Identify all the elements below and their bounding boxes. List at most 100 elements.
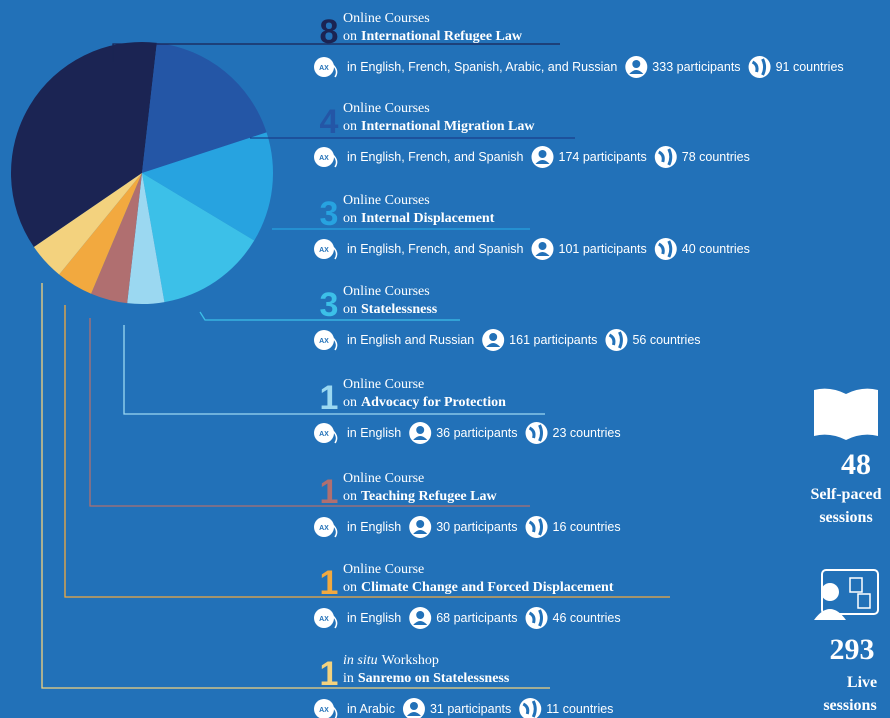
globe-land xyxy=(751,58,767,76)
pie-slice xyxy=(33,173,142,275)
language-icon xyxy=(314,147,334,167)
course-topic: International Refugee Law xyxy=(361,29,523,44)
icon-label: AX xyxy=(319,616,329,623)
participants: 101 participants xyxy=(559,242,647,256)
course-topic: Climate Change and Forced Displacement xyxy=(361,580,614,595)
course-prefix: on xyxy=(343,395,357,410)
stat-label: Self-paced xyxy=(810,486,881,503)
leader-line xyxy=(112,43,560,62)
language-icon xyxy=(314,517,334,537)
course-topic: Advocacy for Protection xyxy=(361,395,506,410)
course-prefix: on xyxy=(343,119,357,134)
course-prefix: on xyxy=(343,489,357,504)
course-count: 1 xyxy=(320,379,339,417)
languages: in English and Russian xyxy=(347,333,474,347)
language-icon xyxy=(314,239,334,259)
participant-body xyxy=(413,436,428,440)
participant-body xyxy=(535,160,550,164)
participant-head xyxy=(538,150,547,158)
language-icon-tail xyxy=(332,524,338,538)
participant-body xyxy=(535,252,550,256)
pie-slice xyxy=(11,41,157,248)
participant-head xyxy=(409,702,418,710)
stat-number: 48 xyxy=(841,448,871,481)
course-topic: International Migration Law xyxy=(361,119,535,134)
icon-label: AX xyxy=(319,431,329,438)
leader-line xyxy=(64,305,670,598)
countries: 91 countries xyxy=(776,60,844,74)
participant-head xyxy=(489,333,498,341)
language-icon xyxy=(314,423,334,443)
course-row: 1 Online Course on Climate Change and Force… xyxy=(314,562,621,629)
language-icon-tail xyxy=(332,246,338,260)
globe-icon xyxy=(654,146,677,168)
stat-label: sessions xyxy=(823,697,876,714)
course-count: 8 xyxy=(320,13,339,51)
participants: 31 participants xyxy=(430,702,511,716)
pie xyxy=(11,41,273,304)
course-topic: Teaching Refugee Law xyxy=(361,489,497,504)
globe-land xyxy=(528,518,544,536)
course-topic: Internal Displacement xyxy=(361,211,495,226)
globe-icon xyxy=(525,422,548,444)
pie-slice xyxy=(59,173,142,294)
participant-head xyxy=(416,520,425,528)
course-unit: in situ Workshop xyxy=(343,653,439,668)
leader-lines xyxy=(41,43,670,689)
participant-body xyxy=(413,621,428,625)
language-icon xyxy=(314,57,334,77)
course-unit: Online Courses xyxy=(343,193,430,208)
icon-label: AX xyxy=(319,707,329,714)
participant-head xyxy=(538,242,547,250)
participant-head xyxy=(632,60,641,68)
course-unit: Online Courses xyxy=(343,11,430,26)
countries: 23 countries xyxy=(553,426,621,440)
countries: 11 countries xyxy=(546,702,613,716)
pie-slice xyxy=(127,173,165,304)
course-row: 1 Online Course on Teaching Refugee Law AX in… xyxy=(314,471,621,538)
globe-land xyxy=(658,148,673,166)
language-icon-tail xyxy=(332,154,338,168)
globe-icon xyxy=(605,329,628,351)
icon-label: AX xyxy=(319,525,329,532)
language-icon xyxy=(314,608,334,628)
leader-line xyxy=(41,283,550,689)
globe-land xyxy=(528,609,544,627)
course-unit: Online Courses xyxy=(343,101,430,116)
book-icon xyxy=(814,388,878,440)
globe-land xyxy=(528,424,544,442)
language-icon-tail xyxy=(332,64,338,78)
course-row: 1 Online Course on Advocacy for Protection A… xyxy=(314,377,621,444)
stat-number: 293 xyxy=(830,633,875,666)
stats: 48 Self-paced sessions 293 Live sessions xyxy=(810,448,881,714)
participants: 30 participants xyxy=(436,520,517,534)
languages: in English xyxy=(347,611,401,625)
course-row: 4 Online Courses on International Migration… xyxy=(314,101,750,168)
participant-body xyxy=(413,530,428,534)
course-count: 4 xyxy=(320,103,339,141)
course-count: 1 xyxy=(320,564,339,602)
course-row: 1 in situ Workshop in Sanremo on Statelessne… xyxy=(314,653,613,718)
languages: in English, French, and Spanish xyxy=(347,150,524,164)
course-topic: Sanremo on Statelessness xyxy=(358,671,510,686)
unit: Workshop xyxy=(382,653,439,668)
course-unit: Online Course xyxy=(343,377,424,392)
participant-body xyxy=(629,70,644,74)
language-icon xyxy=(314,330,334,350)
pie-slice xyxy=(142,42,267,173)
stat-label: sessions xyxy=(819,509,872,526)
course-prefix: in xyxy=(343,671,354,686)
globe-icon xyxy=(525,607,548,629)
leader-line xyxy=(123,325,545,415)
course-unit: Online Courses xyxy=(343,284,430,299)
course-count: 3 xyxy=(320,195,339,233)
language-icon-tail xyxy=(332,615,338,629)
course-unit: Online Course xyxy=(343,562,424,577)
globe-land xyxy=(658,240,673,258)
participants: 333 participants xyxy=(652,60,740,74)
pie-slice xyxy=(142,173,255,303)
course-topic: Statelessness xyxy=(361,302,438,317)
icon-label: AX xyxy=(319,65,329,72)
globe-icon xyxy=(654,238,677,260)
language-icon xyxy=(314,699,334,718)
